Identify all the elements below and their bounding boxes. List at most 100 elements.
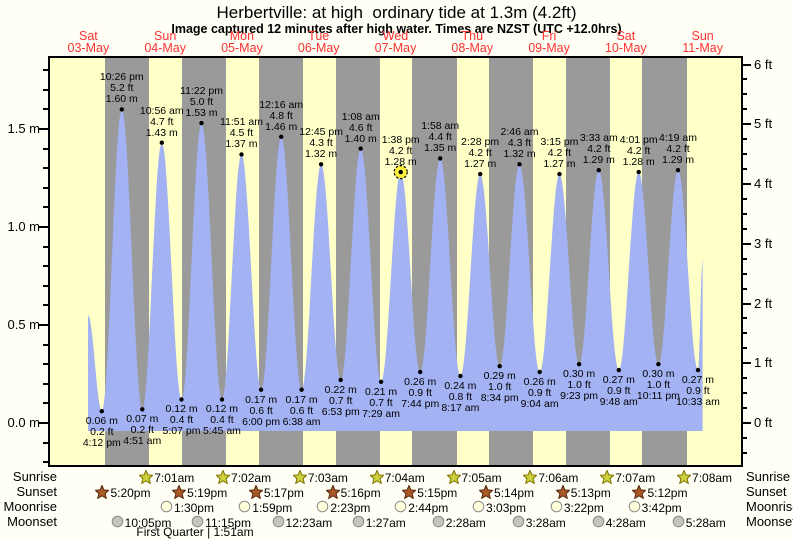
moonset-time: 3:28am xyxy=(525,515,566,530)
right-axis-minor-tick xyxy=(741,392,747,395)
day-label: Tue 06-May xyxy=(298,30,340,55)
moonrise-time: 2:44pm xyxy=(408,500,449,515)
day-name: Sat xyxy=(78,29,98,43)
moonset-time: 4:28am xyxy=(605,515,646,530)
sunrise-time: 7:03am xyxy=(307,471,348,485)
left-axis-major-tick xyxy=(39,128,49,130)
sunset-event: 5:15pm xyxy=(401,484,458,502)
sunset-row-label-left: Sunset xyxy=(16,484,57,499)
right-axis-minor-tick xyxy=(741,272,747,275)
high-tide-annotation: 3:33 am 4.2 ft 1.29 m xyxy=(579,132,618,167)
sunset-event: 5:17pm xyxy=(248,484,304,502)
high-tide-annotation: 1:38 pm 4.2 ft 1.28 m xyxy=(381,134,420,169)
sunset-time: 5:14pm xyxy=(494,486,535,500)
moonrise-moon-icon xyxy=(238,500,251,516)
day-label: Fri 09-May xyxy=(528,29,570,55)
low-tide-annotation: 0.12 m 0.4 ft 5:45 am xyxy=(202,403,241,438)
high-tide-annotation: 10:26 pm 5.2 ft 1.60 m xyxy=(99,71,144,106)
day-label: Sat 03-May xyxy=(68,29,110,55)
moonrise-time: 1:30pm xyxy=(173,500,214,515)
left-axis-minor-tick xyxy=(43,441,49,444)
day-label: Wed 07-May xyxy=(375,30,417,55)
moonrise-event: 3:42pm xyxy=(628,500,682,516)
right-axis-minor-tick xyxy=(741,93,747,96)
sunset-star-icon xyxy=(631,484,648,502)
sunrise-time: 7:07am xyxy=(615,471,656,485)
right-axis-minor-tick xyxy=(741,317,747,320)
moonrise-time: 3:03pm xyxy=(486,500,527,515)
moonset-event: 5:28am xyxy=(672,515,726,531)
sunset-star-icon xyxy=(554,484,571,502)
sunset-event: 5:19pm xyxy=(171,484,227,502)
right-axis-major-tick xyxy=(741,63,751,66)
left-axis-minor-tick xyxy=(43,382,49,385)
moonrise-moon-icon xyxy=(550,500,563,516)
tide-point-dot xyxy=(159,140,164,145)
tide-point-dot xyxy=(398,169,403,175)
day-label: Sun 04-May xyxy=(144,30,186,55)
day-name: Mon xyxy=(229,29,255,43)
day-name: Fri xyxy=(541,29,557,43)
low-tide-annotation: 0.29 m 1.0 ft 8:34 pm xyxy=(480,370,519,405)
sunset-time: 5:15pm xyxy=(417,486,458,500)
sunrise-time: 7:08am xyxy=(692,471,733,485)
left-axis-minor-tick xyxy=(43,147,49,150)
sunrise-star-icon xyxy=(599,469,615,487)
left-axis-tick-label: 0.5 m xyxy=(7,317,40,332)
left-axis-major-tick xyxy=(39,422,49,424)
left-axis-major-tick xyxy=(39,324,49,326)
sunrise-row-label-right: Sunrise xyxy=(746,469,791,484)
sunrise-time: 7:01am xyxy=(154,471,195,485)
sunrise-star-icon xyxy=(215,469,231,487)
moonset-time: 12:23am xyxy=(285,515,333,530)
low-tide-annotation: 0.24 m 0.8 ft 8:17 am xyxy=(441,379,480,414)
moonset-event: 3:28am xyxy=(512,515,566,531)
low-tide-annotation: 0.26 m 0.9 ft 7:44 pm xyxy=(401,376,440,411)
moonset-time: 11:15pm xyxy=(205,515,251,530)
day-date: 04-May xyxy=(144,41,186,55)
sunset-time: 5:12pm xyxy=(647,486,688,500)
tide-point-dot xyxy=(596,168,601,173)
high-tide-annotation: 3:15 pm 4.2 ft 1.27 m xyxy=(540,136,579,171)
moonrise-event: 3:22pm xyxy=(550,500,604,516)
sunrise-time: 7:05am xyxy=(461,471,502,485)
moonrise-event: 3:03pm xyxy=(472,500,526,516)
high-tide-annotation: 12:45 pm 4.3 ft 1.32 m xyxy=(299,126,343,161)
right-axis-major-tick xyxy=(741,302,751,305)
sunset-event: 5:16pm xyxy=(324,484,381,502)
sunrise-star-icon xyxy=(522,469,539,487)
right-axis-tick-label: 0 ft xyxy=(754,415,773,430)
sunrise-time: 7:06am xyxy=(538,471,579,485)
moonset-moon-icon xyxy=(512,515,525,531)
tide-point-dot xyxy=(279,134,284,139)
sunrise-star-icon xyxy=(138,469,154,487)
sunset-star-icon xyxy=(401,484,418,502)
high-tide-annotation: 1:08 am 4.6 ft 1.40 m xyxy=(341,110,380,145)
sunset-star-icon xyxy=(94,484,111,502)
day-date: 09-May xyxy=(528,41,570,55)
left-axis-minor-tick xyxy=(43,363,49,366)
high-tide-annotation: 4:19 am 4.2 ft 1.29 m xyxy=(659,132,698,167)
right-axis-minor-tick xyxy=(741,138,747,141)
right-axis-major-tick xyxy=(741,362,751,365)
day-date: 10-May xyxy=(604,41,647,55)
sunset-star-icon xyxy=(478,484,494,502)
right-axis-major-tick xyxy=(741,183,751,186)
right-axis-minor-tick xyxy=(741,332,747,335)
high-tide-annotation: 11:51 am 4.5 ft 1.37 m xyxy=(219,116,263,151)
tide-point-dot xyxy=(557,171,562,177)
moonrise-moon-icon xyxy=(628,500,641,516)
moonrise-moon-icon xyxy=(316,500,329,516)
right-axis-tick-label: 5 ft xyxy=(754,116,773,132)
sunrise-time: 7:02am xyxy=(231,471,272,485)
moonrise-time: 3:42pm xyxy=(641,500,682,515)
page-title: Herbertville: at high ordinary tide at 1… xyxy=(216,3,577,22)
tide-area-curve xyxy=(88,109,703,432)
high-tide-annotation: 2:28 pm 4.2 ft 1.27 m xyxy=(461,136,500,171)
tide-point-dot xyxy=(458,373,463,379)
moonset-time: 5:28am xyxy=(685,515,726,530)
low-tide-annotation: 0.22 m 0.7 ft 6:53 pm xyxy=(321,383,360,418)
sunrise-event: 7:02am xyxy=(215,469,272,487)
left-axis-tick-label: 0.0 m xyxy=(7,415,40,430)
